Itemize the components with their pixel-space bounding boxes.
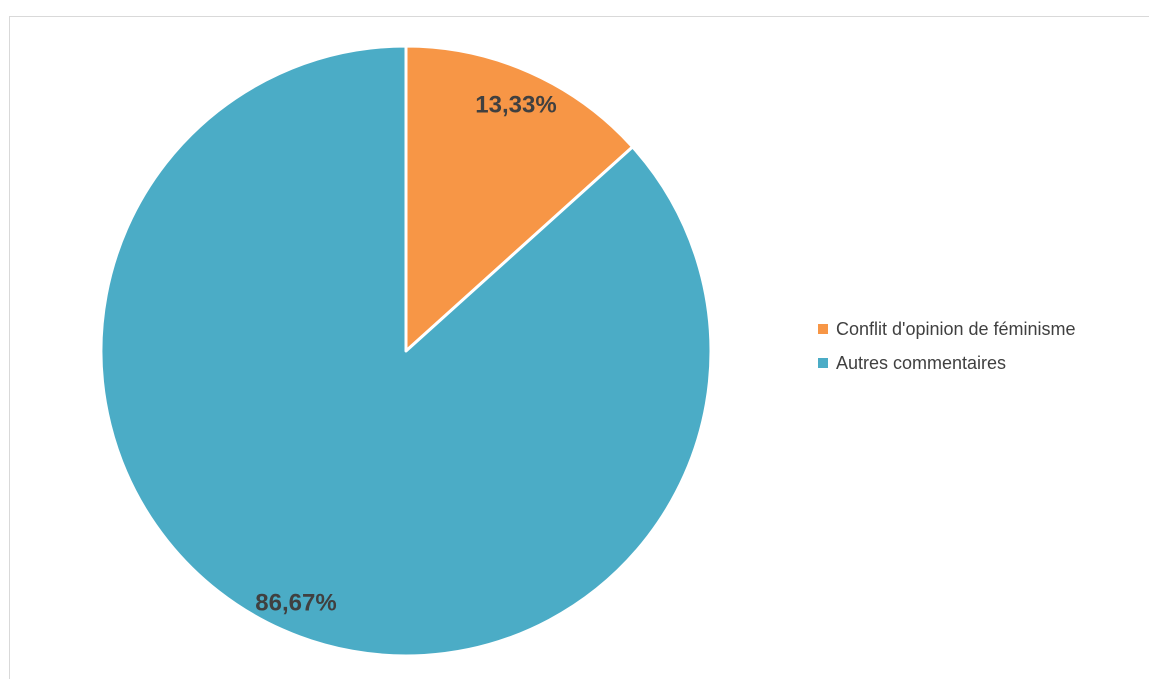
- legend-label-1: Conflit d'opinion de féminisme: [836, 318, 1076, 339]
- chart-frame: [9, 16, 1149, 679]
- pie-slice-1: [404, 44, 635, 353]
- legend-swatch-1: [818, 324, 828, 334]
- legend-item-1: Conflit d'opinion de féminisme: [818, 316, 1076, 342]
- legend-item-2: Autres commentaires: [818, 350, 1076, 376]
- data-label-1: 13,33%: [475, 91, 556, 118]
- legend-label-2: Autres commentaires: [836, 352, 1007, 373]
- pie-slice-2: [99, 44, 713, 658]
- legend-swatch-2: [818, 358, 828, 368]
- legend: Conflit d'opinion de féminisme Autres com…: [818, 316, 1076, 384]
- data-label-2: 86,67%: [255, 589, 336, 616]
